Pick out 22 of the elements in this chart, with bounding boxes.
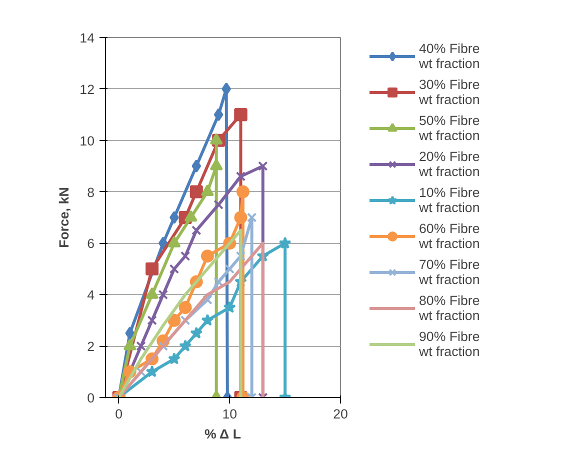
y-axis-title: Force, kN [56, 187, 72, 248]
x-tick-label: 0 [115, 406, 123, 422]
legend-label: 40% Fibre wt fraction [419, 41, 480, 71]
x-tick-label: 20 [333, 406, 348, 422]
x-tick-label: 10 [222, 406, 238, 422]
x-axis-title: % Δ L [204, 426, 241, 442]
y-tick-label: 14 [80, 30, 96, 46]
legend-label: 50% Fibre wt fraction [419, 113, 480, 143]
y-tick-label: 12 [80, 82, 95, 97]
y-tick-label: 0 [87, 390, 95, 406]
y-tick-label: 4 [87, 288, 96, 303]
legend-label: 80% Fibre wt fraction [419, 293, 480, 323]
legend-label: 20% Fibre wt fraction [419, 149, 480, 179]
legend-label: 10% Fibre wt fraction [419, 185, 480, 215]
legend-label: 90% Fibre wt fraction [419, 329, 480, 359]
legend-label: 70% Fibre wt fraction [419, 257, 480, 287]
y-tick-label: 2 [87, 339, 95, 354]
legend-label: 30% Fibre wt fraction [419, 77, 480, 107]
y-tick-label: 6 [87, 236, 95, 252]
y-tick-label: 8 [87, 184, 95, 200]
legend-label: 60% Fibre wt fraction [419, 221, 480, 251]
y-tick-label: 10 [80, 133, 95, 148]
